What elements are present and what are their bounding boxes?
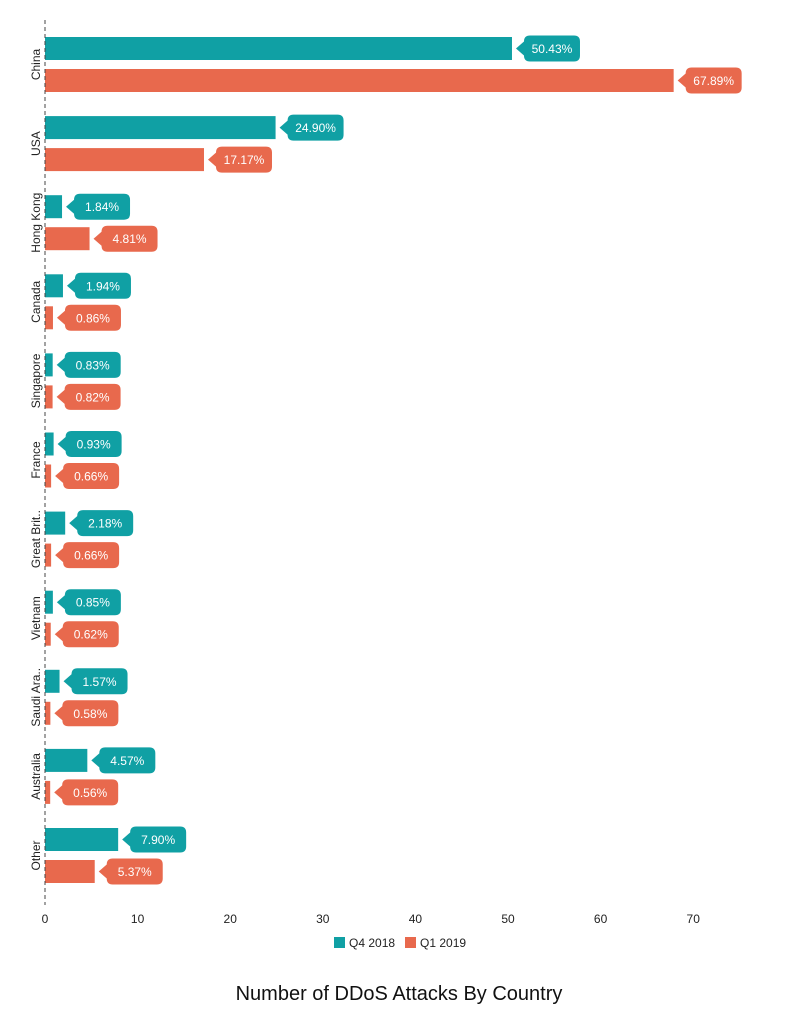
data-label: 0.85% [76,596,110,610]
data-label-callout [66,272,131,299]
category-label: Other [29,840,43,870]
x-tick-label: 10 [131,912,145,926]
data-label-callout [98,858,163,885]
data-label-callout [69,510,134,537]
data-label-callout [207,146,272,173]
data-label: 1.94% [86,279,120,293]
data-label-callout [677,67,742,94]
x-tick-label: 50 [501,912,515,926]
category-label: Great Brit.. [29,510,43,568]
category-label: China [29,49,43,81]
category-label: France [29,441,43,479]
x-tick-label: 20 [224,912,238,926]
chart-title: Number of DDoS Attacks By Country [236,983,563,1005]
bar-q4-2018-0 [45,37,512,60]
data-label: 0.83% [76,358,110,372]
data-label: 0.86% [76,311,110,325]
data-label-callout [66,193,131,220]
data-label: 0.82% [76,390,110,404]
bars-layer: 50.43% 67.89% 24.90% 17.17% 1.84% 4.81% 1.94% 0… [45,35,742,885]
data-label: 2.18% [88,517,122,531]
legend: Q4 2018 Q1 2019 [334,936,466,950]
bar-q1-2019-4 [45,385,53,409]
x-tick-label: 30 [316,912,330,926]
bar-q4-2018-3 [45,274,63,298]
x-tick-label: 70 [687,912,701,926]
data-label-callout [54,621,119,648]
x-tick-label: 60 [594,912,608,926]
bar-q1-2019-10 [45,860,95,883]
bar-q4-2018-1 [45,116,276,140]
data-label-callout [55,463,120,489]
bar-q1-2019-5 [45,464,52,488]
data-label: 0.93% [77,438,111,452]
data-label-callout [54,779,119,806]
category-label: Singapore [29,353,43,408]
data-label: 0.66% [74,549,108,563]
legend-swatch [405,937,416,948]
bar-q4-2018-7 [45,590,53,614]
data-label: 7.90% [141,833,175,847]
data-label-callout [122,826,187,853]
data-label-callout [279,114,344,141]
bar-q1-2019-7 [45,622,51,646]
data-label: 1.84% [85,200,119,214]
bar-q1-2019-6 [45,543,52,567]
bar-q4-2018-2 [45,195,63,219]
legend-label: Q4 2018 [349,936,395,950]
data-label-callout [56,304,121,331]
data-label: 1.57% [83,675,117,689]
category-label: USA [29,131,43,156]
bar-q1-2019-1 [45,148,204,172]
data-label: 5.37% [118,865,152,879]
bar-q1-2019-0 [45,69,674,92]
data-label: 0.62% [74,628,108,642]
legend-label: Q1 2019 [420,936,466,950]
category-labels: China USA Hong Kong Canada Singapore France Gr… [29,49,43,871]
data-label: 24.90% [295,121,336,135]
data-label: 50.43% [532,42,573,56]
bar-q1-2019-9 [45,780,51,804]
category-label: Saudi Ara.. [29,668,43,727]
bar-q4-2018-10 [45,828,119,851]
category-label: Vietnam [29,596,43,640]
data-label-callout [63,668,128,695]
legend-swatch [334,937,345,948]
data-label: 4.57% [110,754,144,768]
category-label: Australia [29,753,43,800]
x-axis-ticks: 0 10 20 30 40 50 60 70 [42,912,701,926]
data-label: 0.58% [73,707,107,721]
data-label: 0.66% [74,470,108,484]
data-label-callout [57,431,122,457]
data-label: 17.17% [224,153,265,167]
x-tick-label: 0 [42,912,49,926]
data-label-callout [93,225,158,252]
bar-q1-2019-2 [45,227,90,251]
data-label-callout [515,35,580,62]
bar-q4-2018-6 [45,511,66,535]
category-label: Canada [29,280,43,322]
data-label-callout [56,589,121,616]
bar-q4-2018-9 [45,748,88,772]
data-label-callout [56,383,121,410]
data-label: 4.81% [113,232,147,246]
bar-q1-2019-8 [45,701,51,725]
bar-q1-2019-3 [45,306,53,330]
data-label: 0.56% [73,786,107,800]
data-label-callout [56,351,121,378]
data-label: 67.89% [693,74,734,88]
bar-q4-2018-4 [45,353,53,377]
bar-q4-2018-5 [45,432,54,456]
category-label: Hong Kong [29,193,43,253]
bar-q4-2018-8 [45,669,60,693]
data-label-callout [54,700,119,727]
x-tick-label: 40 [409,912,423,926]
data-label-callout [91,747,156,774]
data-label-callout [55,542,120,569]
